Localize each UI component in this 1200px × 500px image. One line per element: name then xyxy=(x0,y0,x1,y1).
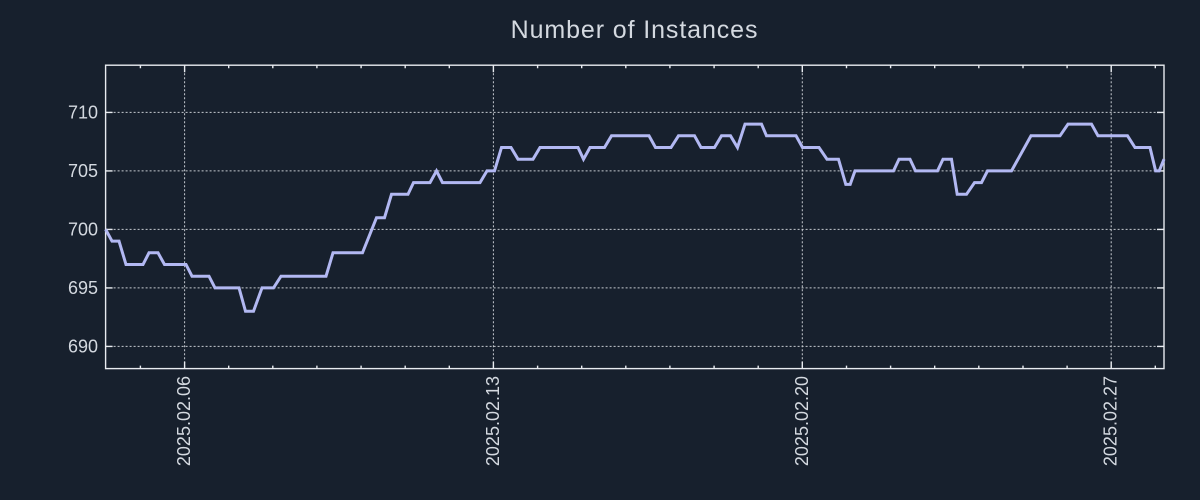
svg-text:2025.02.27: 2025.02.27 xyxy=(1101,376,1121,466)
svg-text:690: 690 xyxy=(68,337,98,357)
svg-text:710: 710 xyxy=(68,103,98,123)
svg-text:2025.02.13: 2025.02.13 xyxy=(483,376,503,466)
svg-text:695: 695 xyxy=(68,278,98,298)
svg-text:Number of Instances: Number of Instances xyxy=(511,16,759,44)
svg-text:2025.02.06: 2025.02.06 xyxy=(174,376,194,466)
svg-text:700: 700 xyxy=(68,220,98,240)
svg-text:2025.02.20: 2025.02.20 xyxy=(792,376,812,466)
svg-text:705: 705 xyxy=(68,161,98,181)
